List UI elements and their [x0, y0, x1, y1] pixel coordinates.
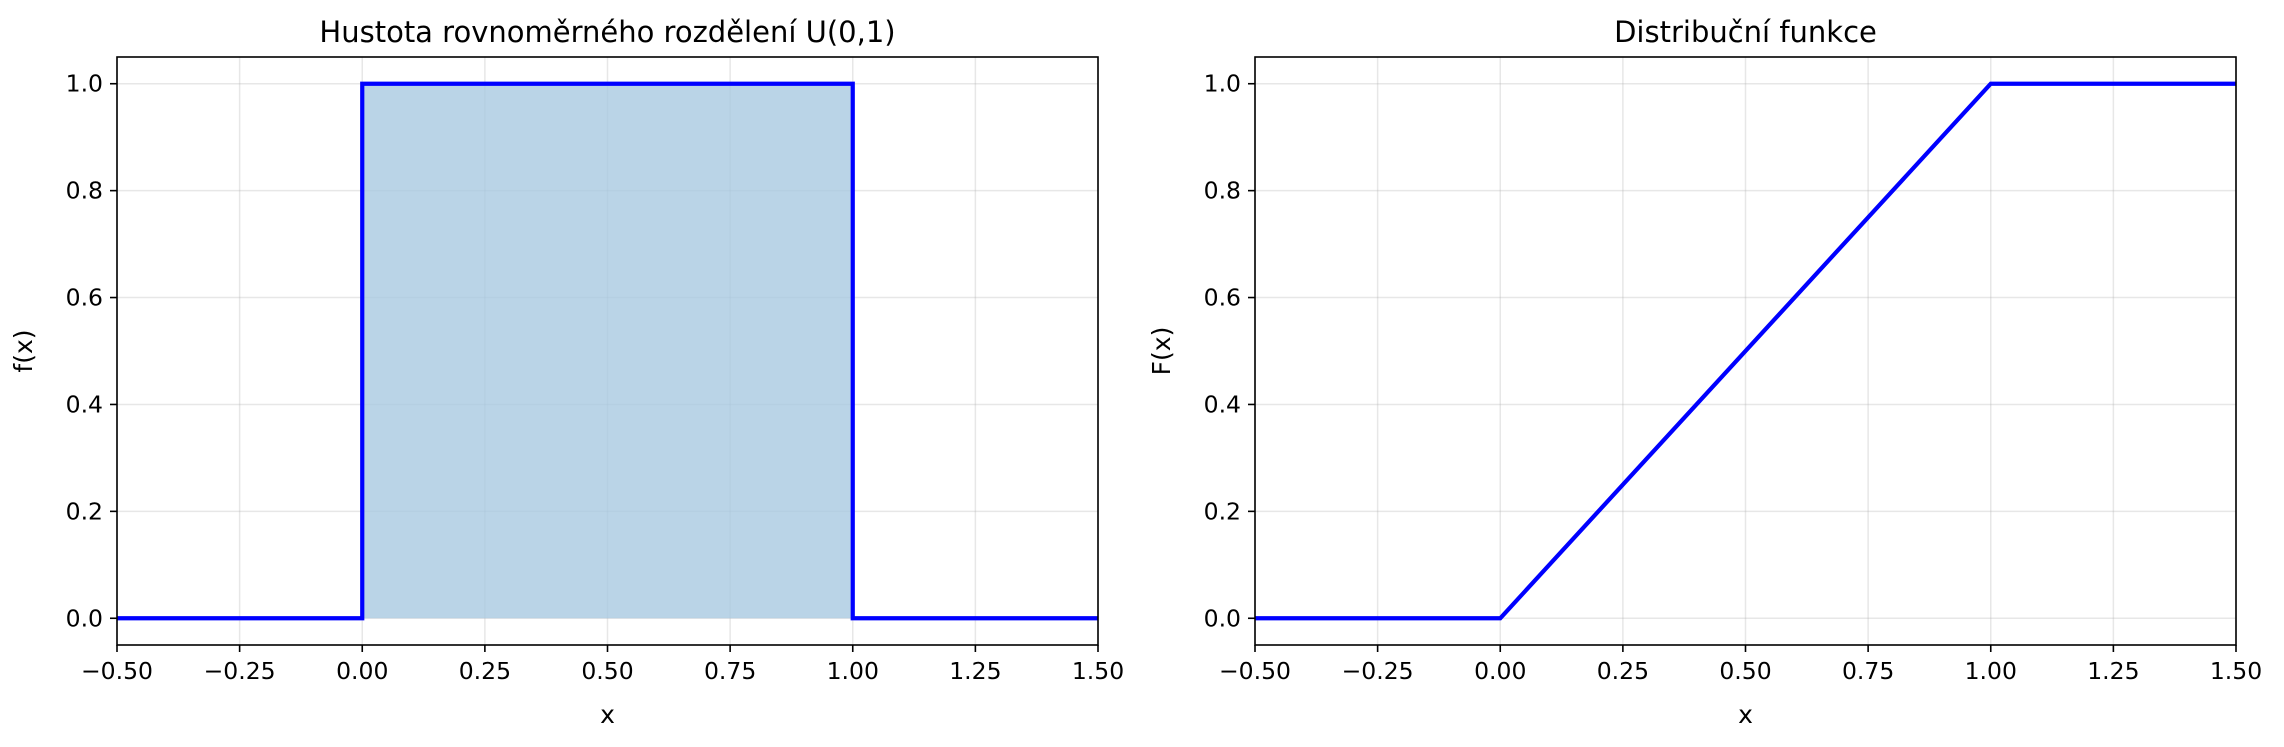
cdf-x-tick-label: 0.50 [1719, 657, 1771, 685]
cdf-x-tick-label: 0.00 [1474, 657, 1526, 685]
cdf-line [1255, 81, 2236, 621]
cdf-y-tick-label: 1.0 [1204, 70, 1241, 98]
density-y-tick-label: 0.6 [66, 284, 103, 312]
cdf-x-tick-label: 0.75 [1842, 657, 1894, 685]
density-x-tick-label: 0.50 [581, 657, 633, 685]
cdf-x-tick-label: 1.50 [2210, 657, 2262, 685]
density-chart-panel: −0.50 −0.25 0.00 0.25 0.50 0.75 1.00 1.25 1.50 0… [9, 15, 1124, 729]
cdf-x-tick-label: 1.00 [1965, 657, 2017, 685]
density-y-axis-label: f(x) [9, 329, 38, 372]
density-y-tick-label: 0.8 [66, 177, 103, 205]
cdf-x-ticks: −0.50 −0.25 0.00 0.25 0.50 0.75 1.00 1.25 1.50 [1219, 645, 2262, 685]
cdf-x-tick-label: 0.25 [1597, 657, 1649, 685]
cdf-y-tick-label: 0.6 [1204, 284, 1241, 312]
cdf-x-tick-label: 1.25 [2087, 657, 2139, 685]
cdf-chart-title: Distribuční funkce [1614, 15, 1877, 49]
density-y-tick-label: 0.4 [66, 390, 103, 418]
density-x-tick-label: 0.00 [336, 657, 388, 685]
cdf-y-tick-label: 0.2 [1204, 497, 1241, 525]
density-y-tick-label: 0.0 [66, 604, 103, 632]
cdf-y-tick-label: 0.8 [1204, 177, 1241, 205]
cdf-y-axis-label: F(x) [1147, 327, 1176, 376]
density-x-tick-label: 0.25 [459, 657, 511, 685]
density-y-tick-label: 0.2 [66, 497, 103, 525]
density-x-tick-label: −0.25 [204, 657, 276, 685]
density-fill-area [362, 83, 853, 619]
density-y-tick-label: 1.0 [66, 70, 103, 98]
density-x-axis-label: x [600, 700, 615, 729]
density-x-tick-label: −0.50 [81, 657, 153, 685]
cdf-chart-panel: −0.50 −0.25 0.00 0.25 0.50 0.75 1.00 1.25 1.50 0… [1147, 15, 2262, 729]
cdf-x-axis-label: x [1738, 700, 1753, 729]
density-x-tick-label: 1.25 [949, 657, 1001, 685]
density-x-tick-label: 0.75 [704, 657, 756, 685]
density-line [117, 81, 1098, 621]
density-x-tick-label: 1.50 [1072, 657, 1124, 685]
cdf-y-ticks: 0.0 0.2 0.4 0.6 0.8 1.0 [1204, 70, 1255, 632]
cdf-y-tick-label: 0.4 [1204, 390, 1241, 418]
density-chart-title: Hustota rovnoměrného rozdělení U(0,1) [319, 15, 895, 49]
density-x-tick-label: 1.00 [827, 657, 879, 685]
cdf-x-tick-label: −0.50 [1219, 657, 1291, 685]
cdf-x-tick-label: −0.25 [1342, 657, 1414, 685]
density-y-ticks: 0.0 0.2 0.4 0.6 0.8 1.0 [66, 70, 117, 632]
density-x-ticks: −0.50 −0.25 0.00 0.25 0.50 0.75 1.00 1.25 1.50 [81, 645, 1124, 685]
cdf-y-tick-label: 0.0 [1204, 604, 1241, 632]
